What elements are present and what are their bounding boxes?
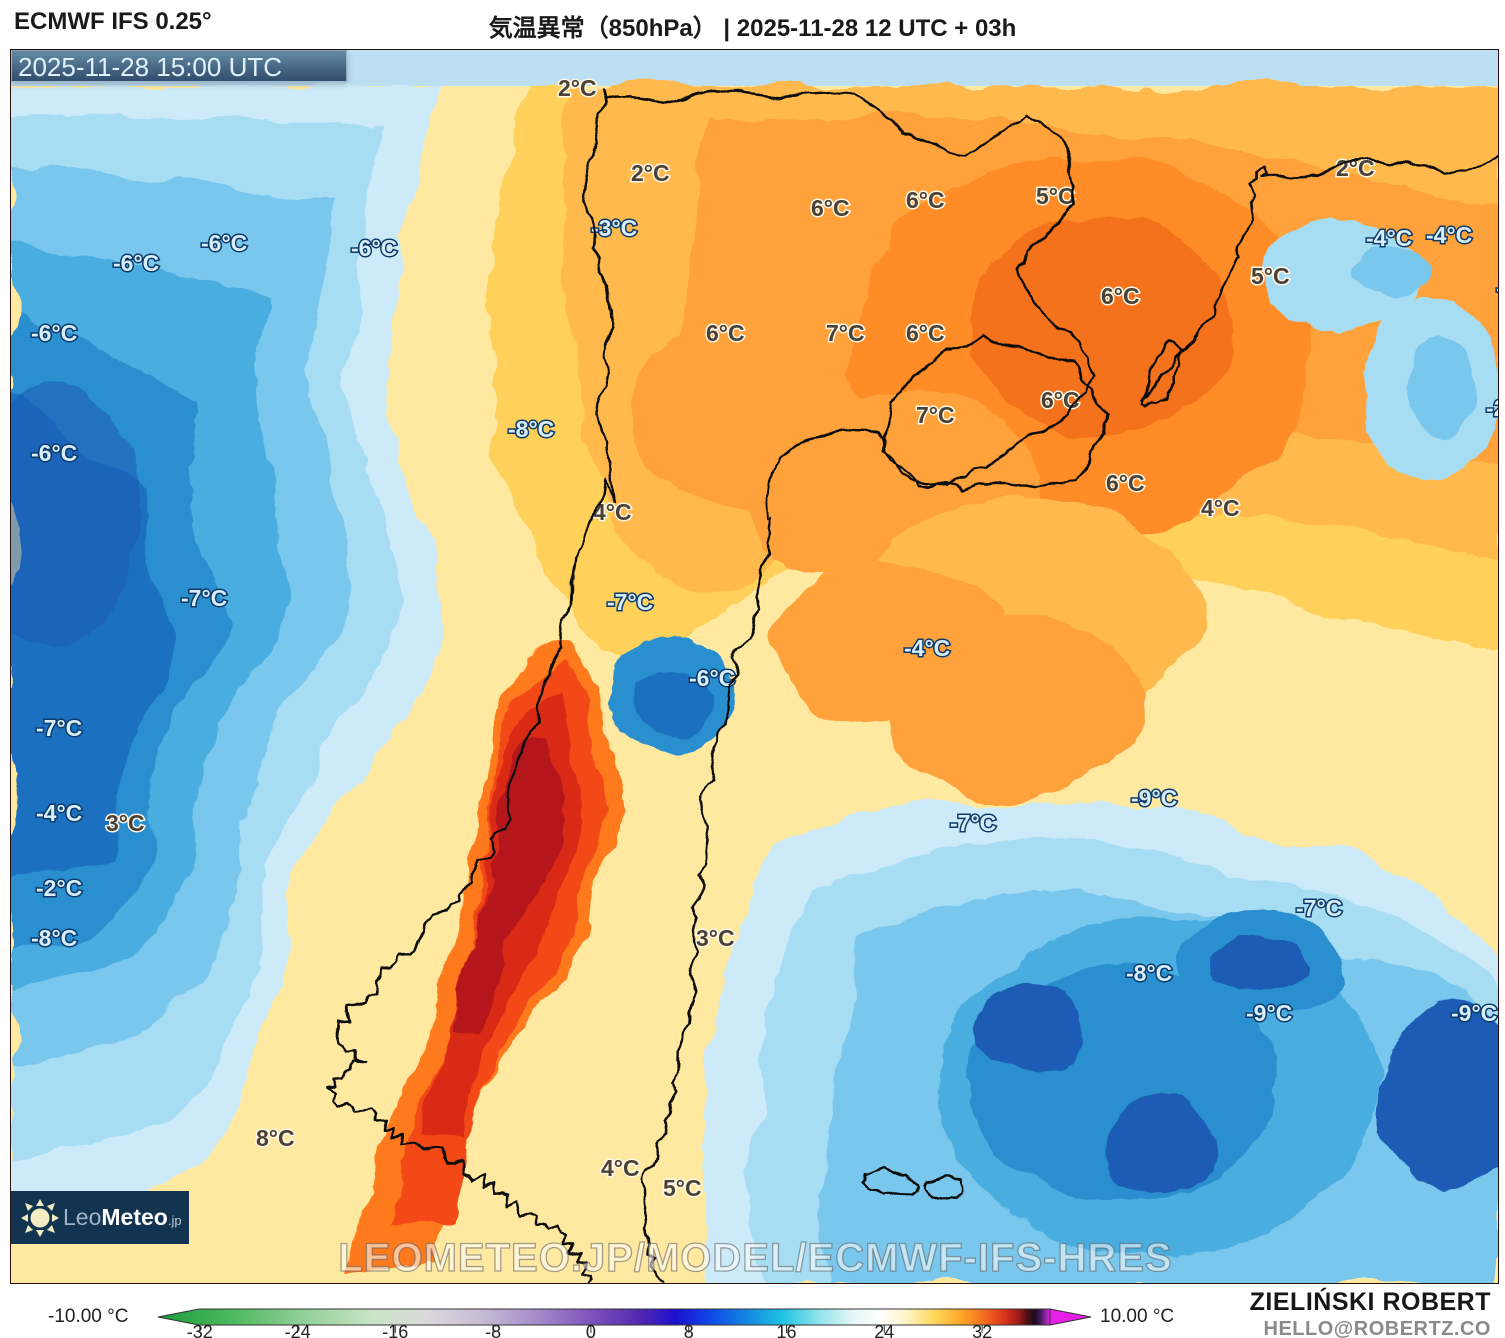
svg-text:-6°C: -6°C bbox=[31, 440, 77, 466]
svg-text:4°C: 4°C bbox=[1201, 495, 1240, 521]
svg-text:-2°C: -2°C bbox=[1486, 395, 1498, 421]
svg-text:-4°C: -4°C bbox=[1426, 222, 1472, 248]
svg-text:6°C: 6°C bbox=[906, 320, 945, 346]
svg-text:5°C: 5°C bbox=[1251, 263, 1290, 289]
svg-text:0: 0 bbox=[586, 1322, 596, 1338]
svg-text:-6°C: -6°C bbox=[201, 230, 247, 256]
svg-text:-6°C: -6°C bbox=[113, 250, 159, 276]
svg-text:-8°C: -8°C bbox=[31, 925, 77, 951]
svg-text:-9°C: -9°C bbox=[1131, 785, 1177, 811]
svg-text:-7°C: -7°C bbox=[950, 810, 996, 836]
svg-text:6°C: 6°C bbox=[706, 320, 745, 346]
svg-text:-6°C: -6°C bbox=[31, 320, 77, 346]
svg-text:-16: -16 bbox=[382, 1322, 408, 1338]
svg-text:6°C: 6°C bbox=[811, 195, 850, 221]
svg-text:6°C: 6°C bbox=[1101, 283, 1140, 309]
svg-text:3°C: 3°C bbox=[106, 810, 145, 836]
svg-text:-2°C: -2°C bbox=[36, 875, 82, 901]
svg-text:6°C: 6°C bbox=[906, 187, 945, 213]
svg-text:-9°C: -9°C bbox=[1451, 1000, 1497, 1026]
svg-text:5°C: 5°C bbox=[1036, 183, 1075, 209]
svg-text:5°C: 5°C bbox=[663, 1175, 702, 1201]
svg-text:4°C: 4°C bbox=[601, 1155, 640, 1181]
svg-text:32: 32 bbox=[972, 1322, 992, 1338]
svg-text:-4°C: -4°C bbox=[36, 800, 82, 826]
svg-text:24: 24 bbox=[874, 1322, 894, 1338]
svg-text:-7°C: -7°C bbox=[607, 589, 653, 615]
svg-text:6°C: 6°C bbox=[1106, 470, 1145, 496]
svg-text:6°C: 6°C bbox=[1041, 387, 1080, 413]
svg-text:8: 8 bbox=[684, 1322, 694, 1338]
svg-text:-8°C: -8°C bbox=[508, 416, 554, 442]
svg-text:7°C: 7°C bbox=[826, 320, 865, 346]
svg-text:7°C: 7°C bbox=[916, 402, 955, 428]
svg-text:16: 16 bbox=[776, 1322, 796, 1338]
svg-text:2°C: 2°C bbox=[558, 75, 597, 101]
svg-text:8°C: 8°C bbox=[256, 1125, 295, 1151]
svg-text:-6°C: -6°C bbox=[351, 235, 397, 261]
svg-text:-3°C: -3°C bbox=[1496, 275, 1498, 301]
svg-text:-8°C: -8°C bbox=[1126, 960, 1172, 986]
svg-text:-7°C: -7°C bbox=[181, 585, 227, 611]
svg-text:-8: -8 bbox=[485, 1322, 501, 1338]
svg-text:2°C: 2°C bbox=[631, 160, 670, 186]
svg-text:-7°C: -7°C bbox=[1296, 895, 1342, 921]
svg-text:-9°C: -9°C bbox=[1246, 1000, 1292, 1026]
svg-text:-32: -32 bbox=[187, 1322, 213, 1338]
svg-text:-4°C: -4°C bbox=[904, 635, 950, 661]
svg-text:-4°C: -4°C bbox=[1366, 225, 1412, 251]
svg-text:-7°C: -7°C bbox=[36, 715, 82, 741]
svg-text:-3°C: -3°C bbox=[591, 215, 637, 241]
svg-text:-24: -24 bbox=[285, 1322, 311, 1338]
svg-text:3°C: 3°C bbox=[696, 925, 735, 951]
